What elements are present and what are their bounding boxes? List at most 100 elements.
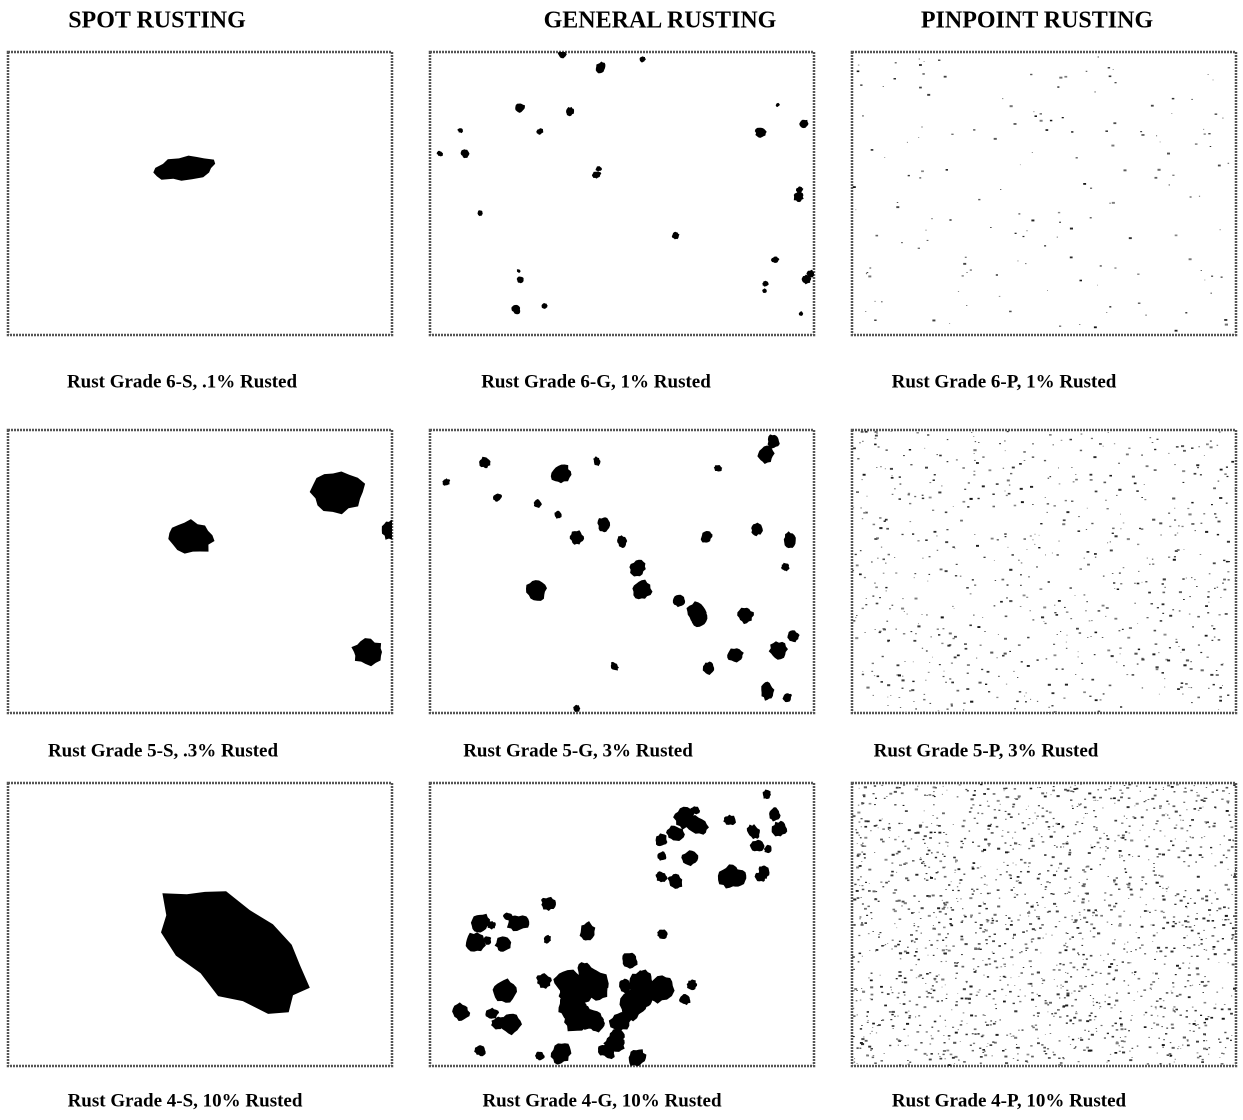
rust-pinpoint (1083, 963, 1086, 965)
rust-pinpoint (1176, 446, 1179, 448)
rust-pinpoint (1201, 943, 1203, 944)
rust-pinpoint (1225, 915, 1228, 917)
rust-pinpoint (1077, 953, 1079, 954)
rust-pinpoint (997, 800, 1000, 802)
rust-pinpoint (1160, 830, 1162, 831)
rust-pinpoint (1116, 662, 1117, 663)
rust-pinpoint (1141, 497, 1143, 498)
rust-pinpoint (987, 921, 989, 922)
rust-pinpoint (927, 847, 928, 848)
rust-pinpoint (1084, 986, 1087, 988)
rust-pinpoint (947, 439, 949, 440)
rust-pinpoint (964, 916, 966, 918)
rust-pinpoint (928, 850, 931, 852)
rust-pinpoint (930, 1044, 932, 1045)
rust-pinpoint (1040, 120, 1043, 122)
rust-pinpoint (970, 993, 973, 995)
rust-pinpoint (1172, 1047, 1175, 1049)
rust-pinpoint (870, 986, 873, 988)
rust-pinpoint (1222, 118, 1223, 119)
rust-pinpoint (879, 820, 882, 822)
rust-pinpoint (1183, 450, 1186, 452)
rust-pinpoint (1127, 887, 1129, 889)
rust-pinpoint (1038, 834, 1040, 835)
rust-pinpoint (962, 275, 964, 276)
rust-pinpoint (966, 981, 968, 982)
rust-pinpoint (990, 1024, 992, 1025)
rust-pinpoint (1126, 674, 1128, 675)
rust-pinpoint (973, 969, 974, 970)
rust-pinpoint (1214, 953, 1217, 955)
rust-pinpoint (932, 985, 934, 986)
rust-pinpoint (992, 952, 993, 953)
rust-pinpoint (1104, 1037, 1106, 1038)
rust-pinpoint (1066, 995, 1069, 997)
rust-pinpoint (1112, 942, 1115, 944)
rust-pinpoint (1189, 825, 1191, 826)
rust-pinpoint (1025, 996, 1026, 997)
rust-pinpoint (1074, 990, 1076, 991)
rust-pinpoint (1116, 1029, 1119, 1031)
rust-pinpoint (1079, 632, 1081, 634)
rust-pinpoint (1083, 885, 1086, 887)
rust-pinpoint (860, 916, 862, 917)
rust-pinpoint (865, 882, 867, 883)
rust-pinpoint (930, 832, 933, 834)
rust-pinpoint (888, 829, 889, 830)
rust-pinpoint (1127, 538, 1130, 540)
rust-pinpoint (1199, 854, 1202, 856)
rust-pinpoint (1204, 1002, 1207, 1004)
rust-pinpoint (1199, 1056, 1201, 1057)
rust-pinpoint (973, 436, 974, 437)
rust-pinpoint (1019, 844, 1021, 845)
rust-pinpoint (864, 632, 865, 633)
rust-pinpoint (960, 899, 961, 900)
rust-pinpoint (878, 937, 880, 938)
rust-pinpoint (1099, 838, 1102, 840)
rust-pinpoint (875, 798, 877, 799)
rust-pinpoint (1162, 583, 1164, 584)
rust-pinpoint (1003, 964, 1006, 966)
rust-pinpoint (954, 636, 957, 638)
rust-pinpoint (1182, 470, 1185, 472)
rust-pinpoint (1232, 894, 1233, 895)
rust-pinpoint (1172, 609, 1174, 610)
rust-pinpoint (926, 873, 928, 874)
rust-pinpoint (1186, 847, 1189, 849)
rust-pinpoint (861, 826, 862, 827)
rust-pinpoint (1015, 865, 1016, 866)
rust-pinpoint (1037, 994, 1038, 995)
rust-pinpoint (1058, 468, 1059, 469)
rust-pinpoint (1226, 1038, 1229, 1040)
rust-pinpoint (1081, 988, 1084, 990)
rust-pinpoint (1090, 474, 1093, 476)
rust-pinpoint (1107, 1003, 1110, 1005)
rust-pinpoint (1169, 526, 1171, 527)
rust-pinpoint (961, 1020, 963, 1021)
rust-pinpoint (867, 1011, 869, 1013)
panel-caption: Rust Grade 5-G, 3% Rusted (463, 740, 693, 761)
rust-pinpoint (946, 1050, 949, 1052)
rust-pinpoint (1234, 875, 1236, 876)
rust-pinpoint (1068, 854, 1071, 856)
rust-pinpoint (880, 986, 883, 988)
rust-pinpoint (1203, 513, 1205, 514)
rust-pinpoint (1174, 827, 1177, 829)
rust-pinpoint (1176, 639, 1178, 640)
rust-pinpoint (1182, 649, 1185, 651)
rust-pinpoint (854, 1062, 856, 1063)
rust-pinpoint (922, 498, 924, 500)
rust-pinpoint (997, 657, 998, 658)
rust-pinpoint (1132, 674, 1135, 676)
rust-pinpoint (1032, 152, 1033, 153)
rust-pinpoint (926, 614, 928, 615)
rust-pinpoint (1059, 921, 1061, 922)
rust-pinpoint (1072, 916, 1073, 917)
rust-pinpoint (956, 898, 957, 899)
rust-pinpoint (1012, 849, 1014, 850)
panel-frame (852, 783, 1236, 1066)
rust-pinpoint (1020, 845, 1021, 846)
rust-pinpoint (937, 852, 939, 854)
rust-pinpoint (1197, 1052, 1199, 1053)
rust-pinpoint (1093, 1005, 1094, 1006)
